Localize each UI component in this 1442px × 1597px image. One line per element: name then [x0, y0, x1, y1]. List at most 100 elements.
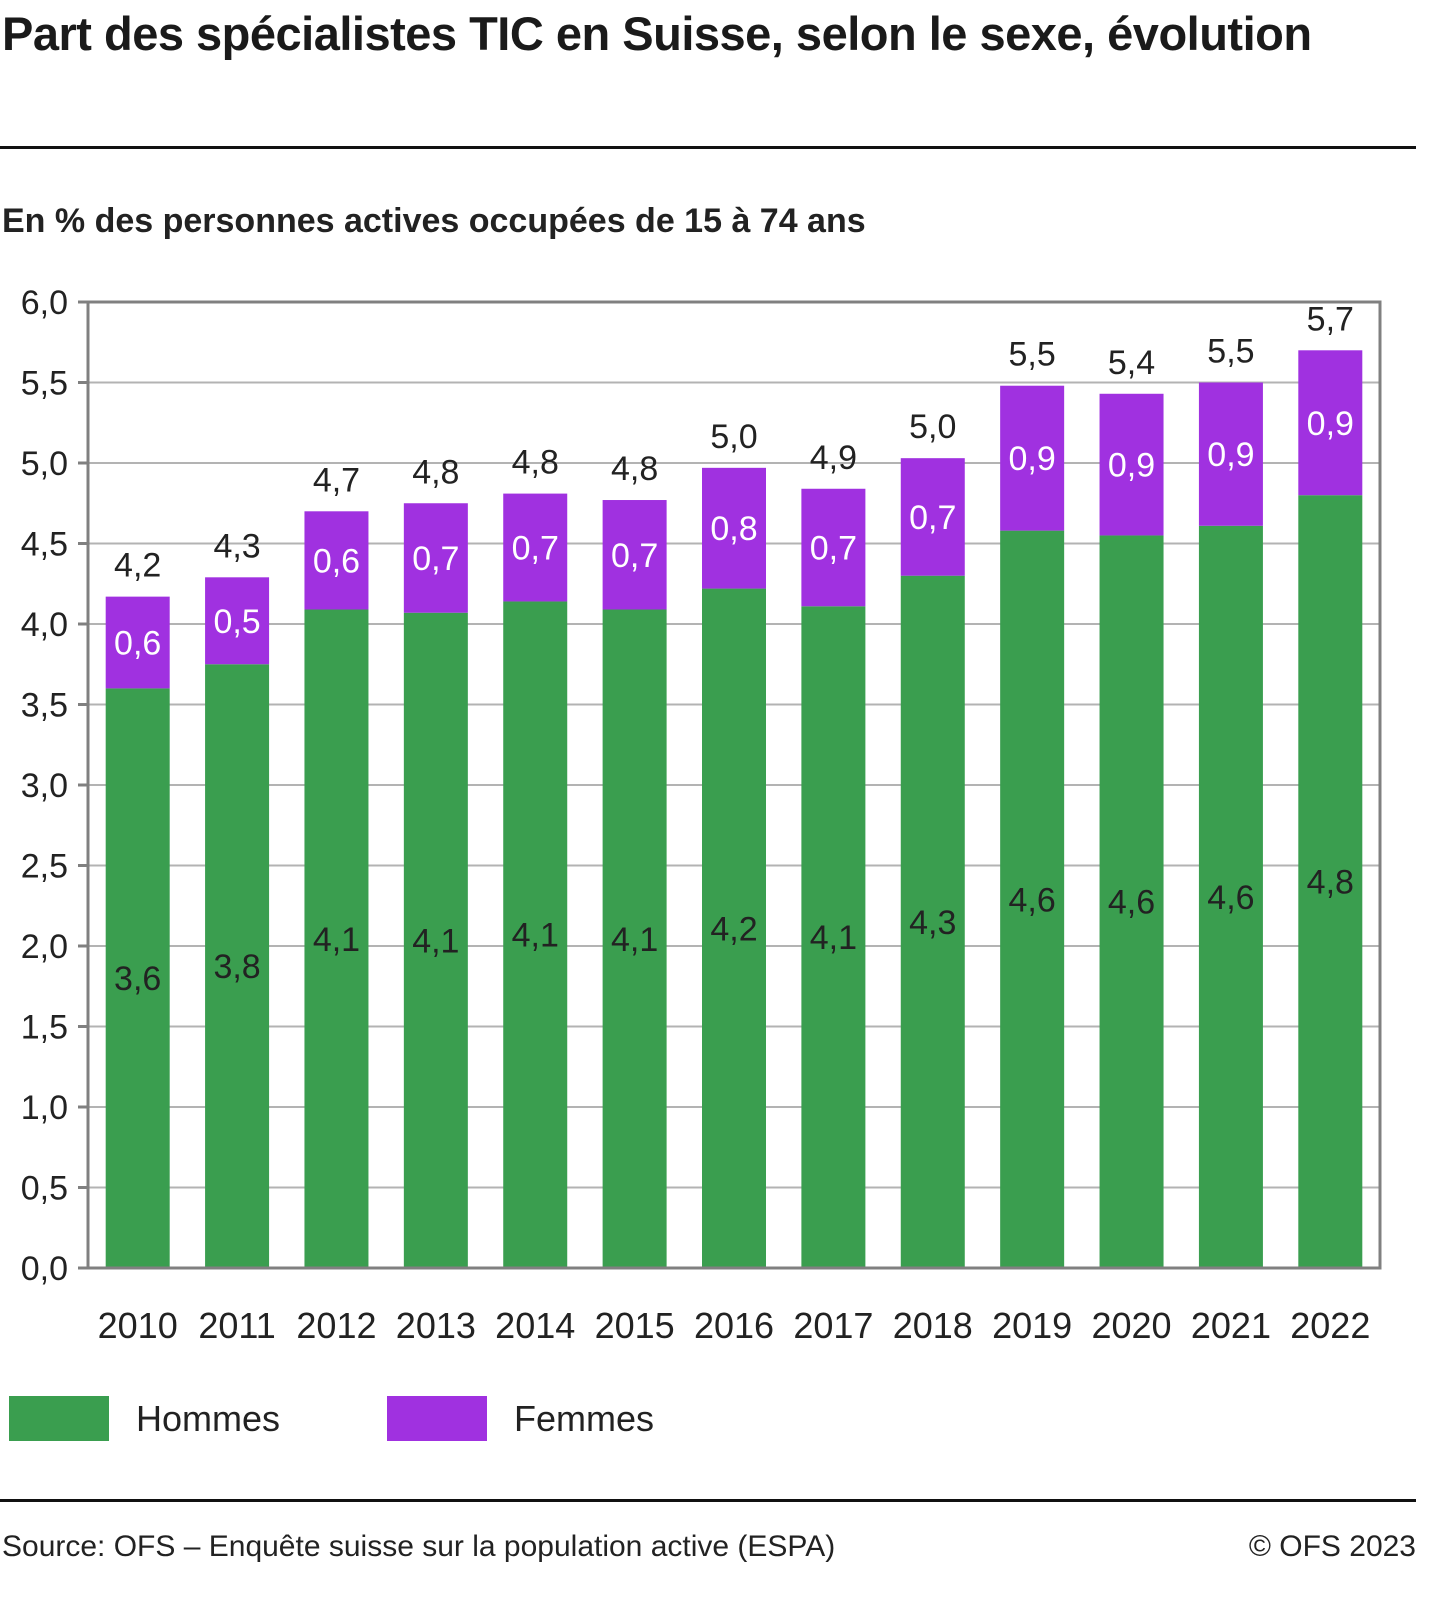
bar-hommes-2022 — [1298, 495, 1363, 1268]
x-tick-label: 2022 — [1290, 1305, 1370, 1346]
legend-label-femmes: Femmes — [514, 1398, 655, 1439]
bar-femmes-2017 — [801, 488, 866, 607]
y-tick-label: 4,0 — [21, 606, 68, 644]
bar-femmes-2013 — [403, 503, 468, 613]
bar-hommes-2021 — [1198, 525, 1263, 1268]
data-label-femmes: 0,9 — [1108, 447, 1155, 485]
data-label-hommes: 4,6 — [1009, 881, 1056, 919]
data-label-total: 4,8 — [412, 453, 459, 491]
data-label-hommes: 4,6 — [1207, 879, 1254, 917]
x-tick-label: 2020 — [1091, 1305, 1171, 1346]
legend-swatch-femmes — [387, 1396, 487, 1441]
bar-femmes-2022 — [1298, 350, 1363, 496]
data-label-femmes: 0,7 — [909, 499, 956, 537]
bar-femmes-2010 — [105, 596, 170, 689]
x-tick-label: 2016 — [694, 1305, 774, 1346]
bar-hommes-2013 — [403, 612, 468, 1268]
data-label-femmes: 0,7 — [412, 540, 459, 578]
bar-femmes-2015 — [602, 500, 667, 610]
data-label-hommes: 4,1 — [512, 917, 559, 955]
x-tick-label: 2015 — [595, 1305, 675, 1346]
y-tick-label: 6,0 — [21, 284, 68, 322]
bar-hommes-2012 — [304, 609, 369, 1268]
y-tick-label: 5,5 — [21, 365, 68, 403]
y-tick-label: 5,0 — [21, 445, 68, 483]
x-tick-label: 2019 — [992, 1305, 1072, 1346]
data-label-femmes: 0,7 — [810, 530, 857, 568]
source-note: Source: OFS – Enquête suisse sur la popu… — [2, 1530, 836, 1563]
data-label-total: 4,8 — [512, 444, 559, 482]
y-tick-label: 4,5 — [21, 526, 68, 564]
bar-femmes-2018 — [900, 458, 965, 576]
data-label-total: 4,3 — [213, 527, 260, 565]
data-label-hommes: 4,1 — [412, 922, 459, 960]
bar-femmes-2020 — [1099, 393, 1164, 536]
bar-femmes-2012 — [304, 511, 369, 610]
y-tick-label: 3,0 — [21, 767, 68, 805]
data-label-femmes: 0,9 — [1009, 440, 1056, 478]
bar-hommes-2016 — [702, 588, 766, 1268]
data-label-total: 5,5 — [1207, 333, 1254, 371]
y-tick-label: 2,0 — [21, 928, 68, 966]
bar-femmes-2014 — [503, 493, 568, 602]
x-tick-label: 2021 — [1191, 1305, 1271, 1346]
data-label-femmes: 0,5 — [213, 603, 260, 641]
data-label-total: 4,7 — [313, 461, 360, 499]
y-tick-label: 0,0 — [21, 1250, 68, 1288]
data-label-femmes: 0,7 — [611, 537, 658, 575]
x-tick-label: 2014 — [495, 1305, 575, 1346]
copyright-note: © OFS 2023 — [1248, 1530, 1416, 1563]
data-label-total: 5,7 — [1307, 300, 1354, 338]
data-label-hommes: 3,8 — [213, 948, 260, 986]
x-tick-label: 2017 — [793, 1305, 873, 1346]
title-divider — [0, 146, 1416, 149]
bar-hommes-2020 — [1099, 535, 1164, 1268]
y-tick-label: 2,5 — [21, 848, 68, 886]
legend: Hommes Femmes — [0, 1396, 1000, 1441]
data-label-hommes: 4,1 — [611, 921, 658, 959]
x-tick-label: 2013 — [396, 1305, 476, 1346]
data-label-femmes: 0,9 — [1307, 405, 1354, 443]
legend-label-hommes: Hommes — [136, 1398, 281, 1439]
data-label-total: 5,4 — [1108, 344, 1155, 382]
bar-hommes-2014 — [503, 601, 568, 1268]
bar-hommes-2018 — [900, 575, 965, 1268]
bar-femmes-2021 — [1198, 382, 1263, 526]
bar-hommes-2010 — [105, 688, 170, 1268]
data-label-total: 4,9 — [810, 439, 857, 477]
x-tick-label: 2011 — [198, 1305, 275, 1346]
stacked-bar-chart: 0,00,51,01,52,02,53,03,54,04,55,05,56,0 … — [21, 284, 1382, 1346]
bar-hommes-2015 — [602, 609, 667, 1268]
y-tick-label: 1,0 — [21, 1089, 68, 1127]
chart-subtitle: En % des personnes actives occupées de 1… — [2, 202, 866, 240]
data-label-total: 4,2 — [114, 547, 161, 585]
data-label-total: 4,8 — [611, 450, 658, 488]
y-tick-label: 3,5 — [21, 687, 68, 725]
bar-hommes-2019 — [1000, 530, 1065, 1268]
bar-femmes-2011 — [205, 577, 270, 665]
data-labels: 3,6 0,6 4,2 3,8 0,5 4,3 4,1 0,6 4,7 4,1 0,7 4,8 4,1 0… — [114, 300, 1354, 998]
data-label-total: 5,0 — [909, 408, 956, 446]
y-axis-ticks: 0,0 0,5 1,0 1,5 2,0 2,5 3,0 3,5 4,0 4,5 5,0 5,5 6,0 — [21, 284, 88, 1288]
bar-femmes-2019 — [1000, 385, 1065, 531]
data-label-hommes: 3,6 — [114, 960, 161, 998]
footer-divider — [0, 1499, 1416, 1502]
data-label-hommes: 4,2 — [710, 910, 757, 948]
data-label-total: 5,0 — [710, 418, 757, 456]
x-axis-ticks: 2010 2011 2012 2013 2014 2015 2016 2017 2018 2019… — [98, 1305, 1371, 1346]
legend-swatch-hommes — [9, 1396, 109, 1441]
data-label-femmes: 0,6 — [313, 542, 360, 580]
data-label-femmes: 0,8 — [710, 510, 757, 548]
x-tick-label: 2012 — [296, 1305, 376, 1346]
data-label-hommes: 4,8 — [1307, 864, 1354, 902]
data-label-hommes: 4,3 — [909, 904, 956, 942]
data-label-femmes: 0,7 — [512, 530, 559, 568]
chart-title: Part des spécialistes TIC en Suisse, sel… — [2, 7, 1312, 60]
bar-hommes-2011 — [205, 664, 270, 1268]
x-tick-label: 2018 — [893, 1305, 973, 1346]
data-label-femmes: 0,6 — [114, 625, 161, 663]
x-tick-label: 2010 — [98, 1305, 178, 1346]
y-tick-label: 1,5 — [21, 1009, 68, 1047]
bar-femmes-2016 — [702, 467, 766, 589]
data-label-hommes: 4,6 — [1108, 884, 1155, 922]
